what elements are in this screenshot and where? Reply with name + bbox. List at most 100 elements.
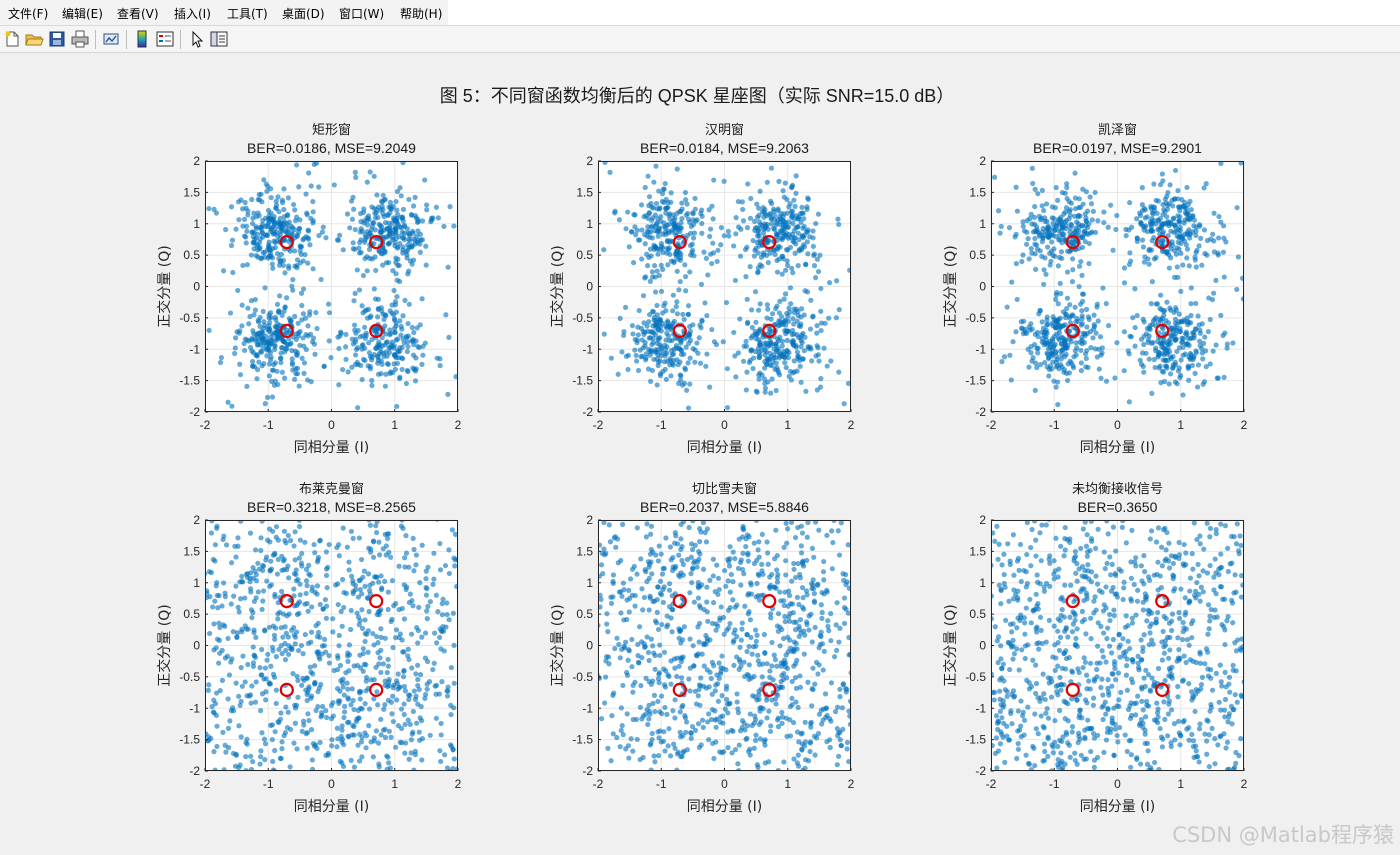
scatter-point	[293, 571, 299, 578]
scatter-point	[289, 361, 295, 368]
save-icon[interactable]	[47, 29, 67, 49]
colorbar-icon[interactable]	[132, 29, 152, 49]
scatter-point	[810, 577, 816, 583]
scatter-point	[341, 709, 348, 715]
scatter-point	[610, 572, 617, 578]
scatter-point	[1196, 222, 1203, 228]
scatter-point	[1184, 246, 1191, 252]
scatter-point	[272, 550, 278, 556]
scatter-point	[813, 353, 819, 359]
scatter-point	[687, 381, 693, 387]
scatter-point	[375, 740, 382, 746]
scatter-point	[268, 566, 275, 572]
scatter-point	[404, 255, 410, 261]
scatter-point	[643, 212, 649, 219]
scatter-point	[746, 672, 752, 679]
scatter-point	[275, 194, 281, 200]
scatter-point	[393, 744, 399, 750]
scatter-point	[230, 705, 236, 711]
scatter-point	[612, 208, 618, 214]
scatter-point	[371, 677, 377, 683]
menu-window[interactable]: 窗口(W)	[339, 7, 385, 21]
y-tick-label: 2	[193, 154, 200, 168]
scatter-point	[382, 312, 389, 318]
scatter-point	[1041, 233, 1047, 239]
scatter-point	[1061, 369, 1067, 375]
scatter-point	[818, 285, 824, 292]
menu-help[interactable]: 帮助(H)	[400, 7, 443, 21]
scatter-point	[293, 371, 299, 377]
scatter-point	[308, 639, 314, 645]
pointer-icon[interactable]	[187, 29, 207, 49]
property-inspector-icon[interactable]	[209, 29, 229, 49]
scatter-point	[451, 223, 457, 229]
scatter-point	[679, 215, 685, 222]
scatter-point	[409, 731, 415, 737]
scatter-point	[477, 742, 482, 747]
scatter-point	[1039, 203, 1045, 209]
scatter-point	[401, 616, 408, 622]
menu-insert[interactable]: 插入(I)	[174, 7, 211, 21]
scatter-point	[1064, 377, 1071, 384]
scatter-point	[1039, 239, 1045, 245]
menu-file[interactable]: 文件(F)	[8, 7, 49, 21]
scatter-point	[763, 349, 769, 355]
scatter-point	[399, 637, 405, 643]
legend-icon[interactable]	[155, 29, 175, 49]
scatter-point	[272, 314, 278, 320]
scatter-point	[769, 571, 775, 578]
scatter-point	[561, 706, 566, 711]
scatter-point	[742, 727, 748, 733]
scatter-point	[687, 355, 693, 361]
scatter-point	[1024, 241, 1030, 247]
scatter-point	[382, 726, 388, 732]
scatter-point	[1072, 170, 1078, 176]
scatter-point	[791, 321, 797, 327]
scatter-point	[257, 239, 263, 246]
scatter-point	[340, 366, 346, 373]
scatter-point	[283, 647, 289, 653]
scatter-point	[1218, 312, 1224, 318]
y-tick-label: 1	[193, 217, 200, 231]
scatter-point	[801, 348, 807, 354]
scatter-point	[278, 755, 284, 762]
y-tick-label: -1	[582, 342, 593, 356]
scatter-point	[382, 578, 388, 584]
scatter-point	[1092, 346, 1098, 352]
menu-view[interactable]: 查看(V)	[117, 7, 159, 21]
scatter-point	[1030, 180, 1036, 187]
menu-edit[interactable]: 编辑(E)	[62, 7, 103, 21]
scatter-point	[685, 311, 692, 318]
link-plot-icon[interactable]	[101, 29, 121, 49]
menu-tools[interactable]: 工具(T)	[227, 7, 268, 21]
scatter-point	[394, 207, 400, 213]
scatter-point	[1014, 208, 1021, 214]
scatter-point	[382, 250, 388, 256]
print-icon[interactable]	[70, 29, 90, 49]
scatter-point	[236, 693, 242, 699]
scatter-point	[802, 719, 808, 725]
scatter-point	[830, 539, 836, 546]
scatter-point	[713, 682, 719, 688]
scatter-point	[313, 707, 319, 714]
scatter-point	[304, 745, 310, 751]
scatter-point	[1149, 390, 1155, 396]
open-folder-icon[interactable]	[24, 29, 44, 49]
scatter-point	[350, 240, 356, 246]
scatter-point	[1175, 187, 1181, 194]
scatter-point	[1083, 355, 1089, 362]
scatter-point	[1215, 235, 1222, 241]
menu-desktop[interactable]: 桌面(D)	[282, 7, 325, 21]
new-file-icon[interactable]	[2, 29, 22, 49]
scatter-point	[1157, 305, 1163, 312]
scatter-point	[1049, 336, 1056, 342]
scatter-point	[248, 607, 255, 613]
scatter-point	[363, 688, 369, 694]
scatter-point	[422, 177, 428, 183]
scatter-point	[620, 732, 626, 738]
scatter-point	[419, 757, 425, 763]
scatter-point	[1007, 352, 1013, 358]
scatter-point	[363, 674, 370, 681]
scatter-point	[723, 696, 730, 702]
scatter-point	[193, 748, 198, 753]
